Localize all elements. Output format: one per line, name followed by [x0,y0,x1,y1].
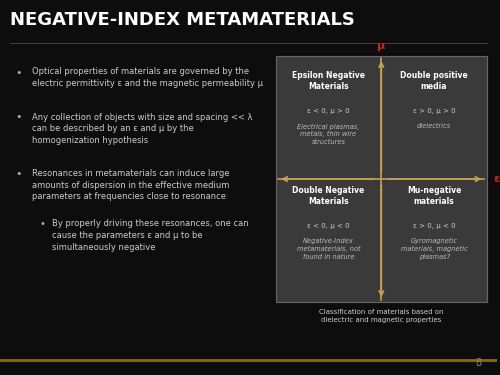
Text: Resonances in metamaterials can induce large
amounts of dispersion in the effect: Resonances in metamaterials can induce l… [32,169,230,201]
Text: ε > 0, μ < 0: ε > 0, μ < 0 [413,224,456,229]
Text: ε < 0, μ > 0: ε < 0, μ > 0 [307,108,350,114]
Text: •: • [15,112,22,123]
Text: dielectrics: dielectrics [417,123,451,129]
Text: ε: ε [493,174,499,184]
Text: Negative-Index
metamaterials, not
found in nature: Negative-Index metamaterials, not found … [296,238,360,260]
Text: •: • [15,68,22,78]
Text: Electrical plasmas,
metals, thin wire
structures: Electrical plasmas, metals, thin wire st… [298,123,360,145]
Text: Classification of materials based on
dielectric and magnetic properties: Classification of materials based on die… [319,309,444,323]
Text: μ: μ [377,40,386,51]
Text: Gyromagnetic
materials, magnetic
plasmas?: Gyromagnetic materials, magnetic plasmas… [400,238,468,260]
Text: ε < 0, μ < 0: ε < 0, μ < 0 [307,224,350,229]
Text: Double positive
media: Double positive media [400,71,468,91]
Bar [276,56,487,302]
Text: Epsilon Negative
Materials: Epsilon Negative Materials [292,71,365,91]
Text: •: • [15,169,22,179]
Text: Double Negative
Materials: Double Negative Materials [292,186,364,206]
Text: By properly driving these resonances, one can
cause the parameters ε and μ to be: By properly driving these resonances, on… [52,219,249,252]
Text: ε > 0, μ > 0: ε > 0, μ > 0 [413,108,456,114]
Text: NEGATIVE-INDEX METAMATERIALS: NEGATIVE-INDEX METAMATERIALS [10,11,355,29]
Text: Mu-negative
materials: Mu-negative materials [407,186,462,206]
Text: Any collection of objects with size and spacing << λ
can be described by an ε an: Any collection of objects with size and … [32,112,253,145]
Text: •: • [40,219,46,230]
Text: 8: 8 [476,357,482,368]
Text: Optical properties of materials are governed by the
electric permittivity ε and : Optical properties of materials are gove… [32,68,264,88]
